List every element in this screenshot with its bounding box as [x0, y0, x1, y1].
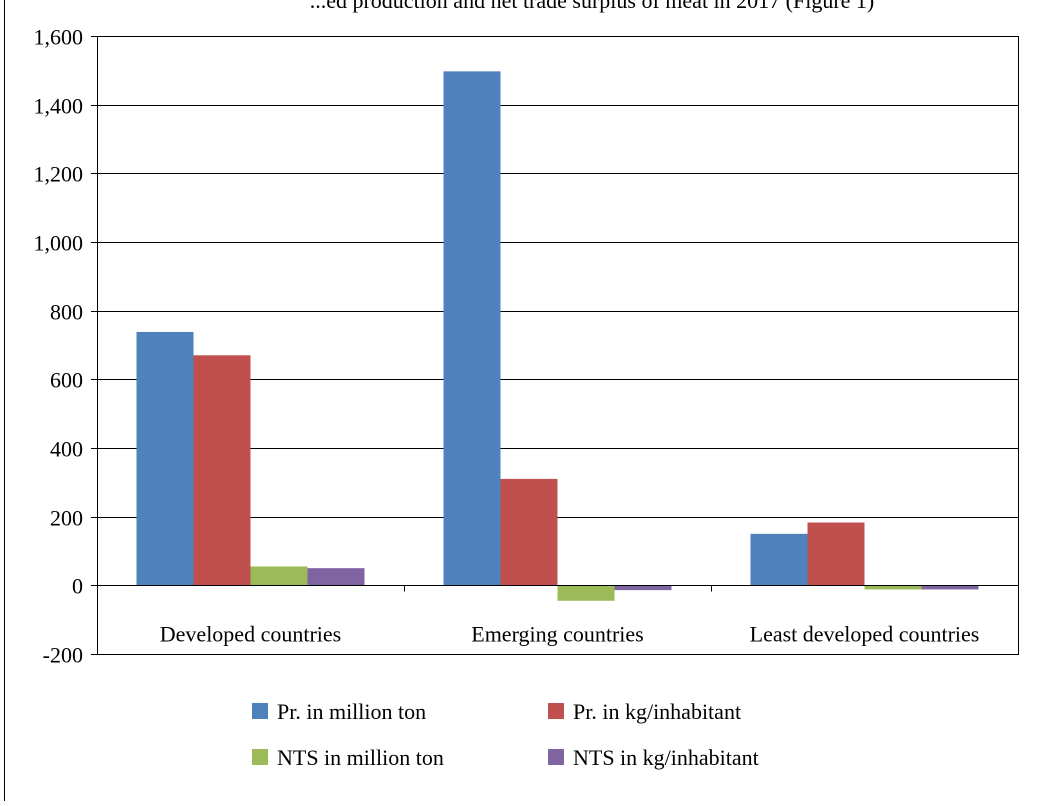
bar-1-2: [444, 71, 501, 585]
legend-label-2: Pr. in kg/inhabitant: [573, 699, 741, 724]
y-tick-label: 1,400: [34, 94, 84, 119]
bar-2-2: [501, 479, 558, 585]
y-tick-label: -200: [43, 643, 83, 668]
bar-3-1: [251, 566, 308, 585]
bar-1-3: [751, 534, 808, 586]
bar-4-2: [615, 585, 672, 590]
bar-3-2: [558, 585, 615, 600]
bar-4-1: [308, 568, 365, 585]
bar-1-1: [137, 332, 194, 585]
bar-2-3: [808, 523, 865, 586]
y-tick-label: 400: [50, 437, 83, 462]
y-tick-label: 600: [50, 368, 83, 393]
bars: [137, 71, 979, 600]
x-category-label: Developed countries: [160, 622, 341, 647]
x-category-label: Least developed countries: [750, 622, 980, 647]
x-category-label: Emerging countries: [471, 622, 644, 647]
legend-label-3: NTS in million ton: [277, 745, 444, 770]
legend-swatch-2: [548, 703, 564, 719]
y-tick-label: 1,000: [34, 231, 84, 256]
legend-label-4: NTS in kg/inhabitant: [573, 745, 759, 770]
legend: Pr. in million ton Pr. in kg/inhabitant NT…: [252, 699, 759, 770]
y-tick-label: 1,600: [34, 25, 84, 50]
legend-swatch-4: [548, 749, 564, 765]
y-tick-label: 800: [50, 300, 83, 325]
legend-swatch-1: [252, 703, 268, 719]
chart-title: ...ed production and net trade surplus o…: [310, 0, 875, 13]
legend-swatch-3: [252, 749, 268, 765]
y-tick-label: 200: [50, 506, 83, 531]
bar-2-1: [194, 355, 251, 585]
y-tick-label: 0: [72, 574, 83, 599]
legend-label-1: Pr. in million ton: [277, 699, 426, 724]
y-tick-label: 1,200: [34, 162, 84, 187]
